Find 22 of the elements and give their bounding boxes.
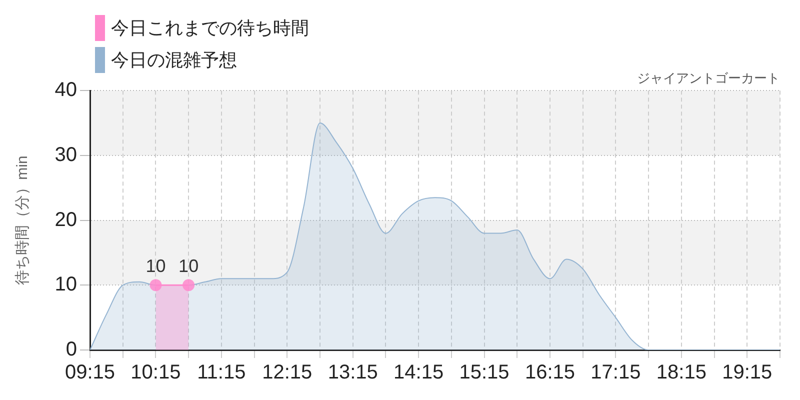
- data-label: 10: [178, 256, 199, 276]
- y-tick-label: 20: [54, 208, 77, 231]
- x-tick-label: 12:15: [262, 362, 312, 384]
- x-tick-label: 15:15: [459, 362, 510, 384]
- y-axis-title: 待ち時間（分）min: [14, 156, 32, 285]
- chart-title: ジャイアントゴーカート: [637, 70, 780, 86]
- y-tick-label: 30: [54, 144, 77, 166]
- x-tick-label: 09:15: [64, 362, 116, 384]
- y-tick-label: 0: [66, 338, 77, 361]
- legend-label: 今日の混雑予想: [111, 49, 237, 72]
- x-tick-label: 14:15: [394, 362, 444, 384]
- x-tick-label: 10:15: [130, 362, 181, 384]
- x-tick-label: 13:15: [328, 362, 378, 384]
- x-tick-label: 17:15: [590, 362, 641, 384]
- x-tick-label: 18:15: [656, 362, 706, 384]
- x-tick-label: 19:15: [722, 362, 772, 384]
- data-label: 10: [146, 256, 166, 276]
- x-tick-label: 16:15: [524, 362, 576, 384]
- y-tick-label: 40: [54, 79, 77, 102]
- x-tick-label: 11:15: [197, 362, 246, 384]
- y-tick-label: 10: [54, 274, 77, 296]
- legend-label: 今日これまでの待ち時間: [111, 17, 309, 40]
